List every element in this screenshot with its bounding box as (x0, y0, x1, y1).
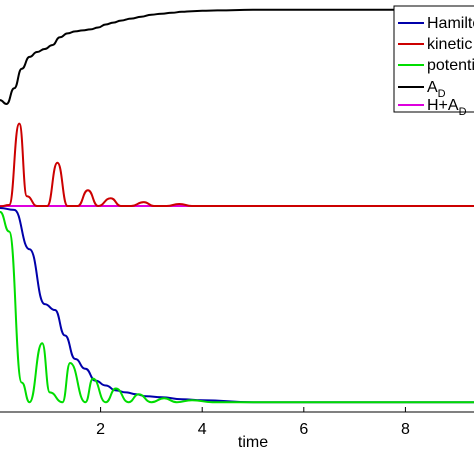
legend-label: kinetic (427, 36, 472, 53)
x-tick-label: 6 (299, 421, 308, 438)
x-axis-label: time (238, 434, 268, 451)
legend-label: potenti (427, 57, 474, 74)
legend: HamiltokineticpotentiADH+AD (393, 5, 474, 118)
series-line-3 (0, 8, 474, 106)
legend-label: Hamilto (427, 15, 474, 32)
x-tick-label: 4 (198, 421, 207, 438)
x-tick-label: 8 (401, 421, 410, 438)
axes: 2 4 6 8 time (0, 407, 474, 451)
series-line-2 (0, 210, 474, 404)
legend-items: HamiltokineticpotentiADH+AD (398, 15, 474, 118)
x-ticks: 2 4 6 8 (96, 407, 410, 438)
series-layer (0, 8, 474, 404)
x-tick-label: 2 (96, 421, 105, 438)
plot-area (0, 8, 474, 404)
legend-label: H+AD (427, 97, 467, 118)
series-line-1 (0, 122, 474, 208)
